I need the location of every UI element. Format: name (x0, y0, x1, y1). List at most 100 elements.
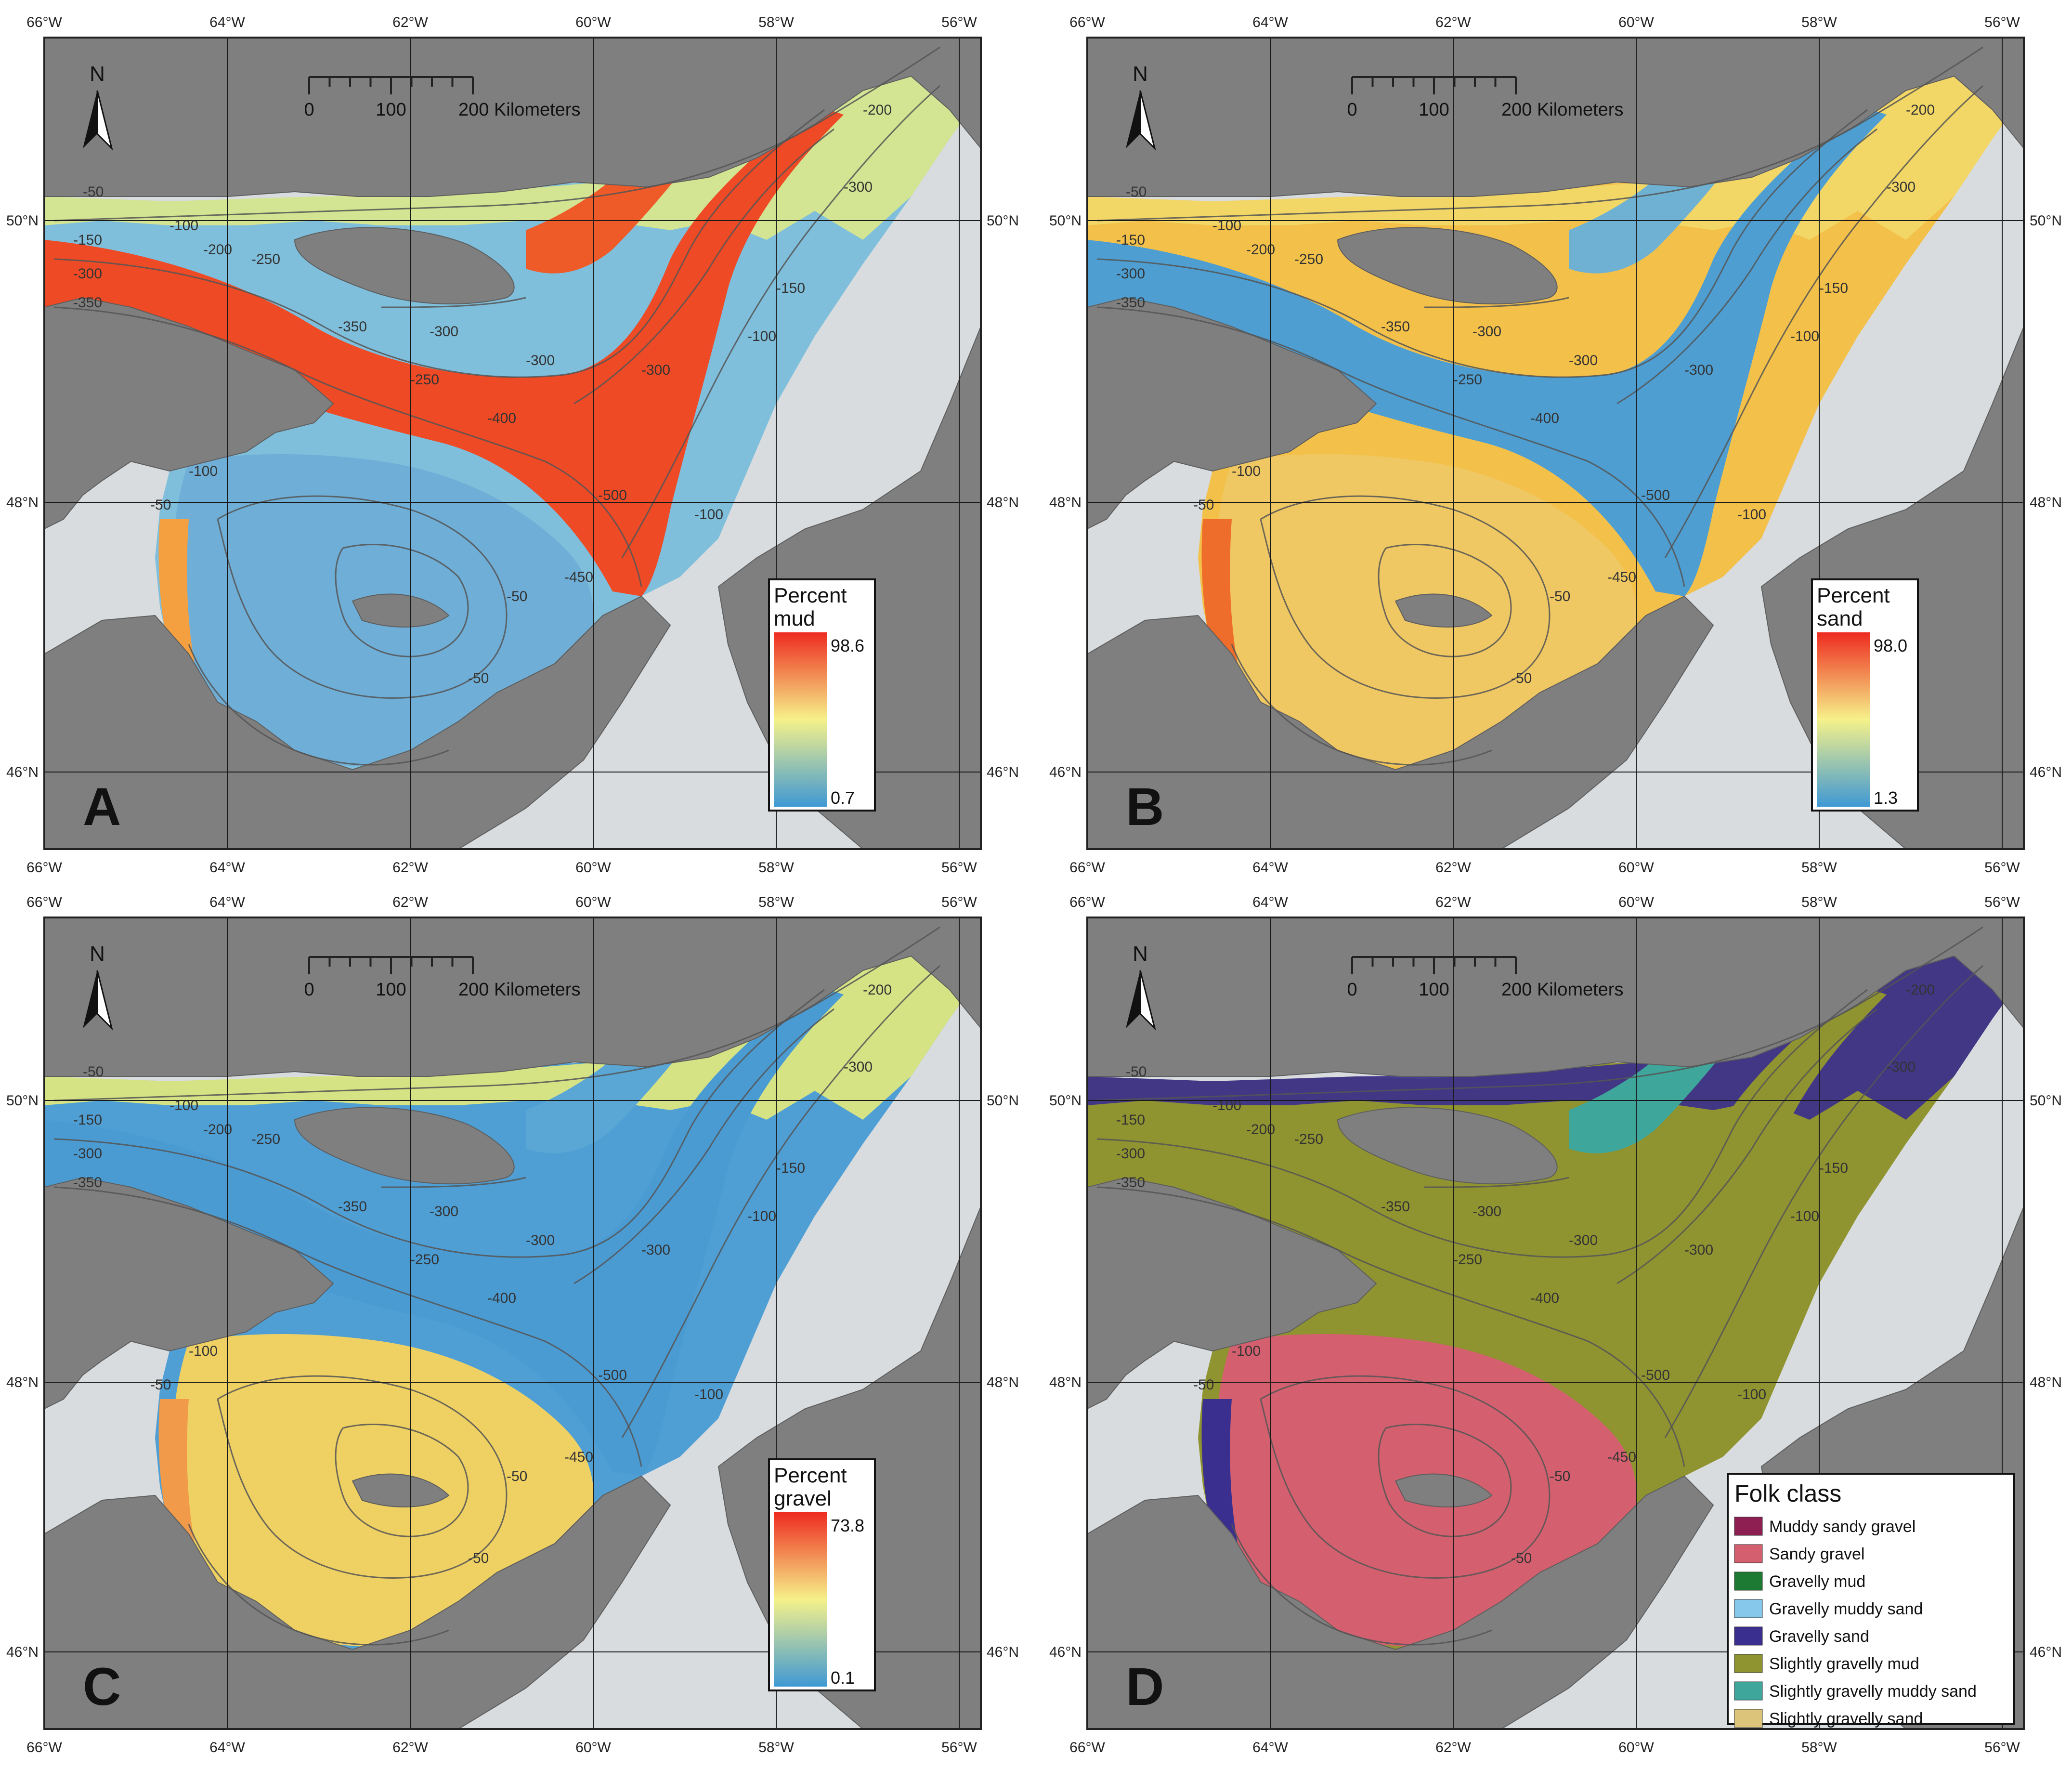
land-mass (44, 595, 671, 849)
contour-label: -300 (73, 266, 102, 282)
contour-label: -200 (1906, 982, 1935, 998)
contour-label: -50 (468, 670, 489, 686)
bathymetry-contour (217, 1375, 508, 1579)
latitude-label-left: 48°N (6, 495, 39, 511)
legend-min-value: 1.3 (1874, 788, 1898, 808)
bathymetry-contour (1096, 1186, 1685, 1467)
map-frame (43, 917, 982, 1730)
legend-swatch (1734, 1571, 1763, 1591)
contour-label: -200 (1906, 102, 1935, 118)
legend-swatch (1734, 1681, 1763, 1701)
latitude-label-left: 48°N (1049, 495, 1082, 511)
bathymetry-contour (1096, 989, 1868, 1258)
bathymetry-contour (1096, 926, 1983, 1101)
longitude-label-top: 58°W (1801, 14, 1837, 30)
longitude-label-top: 56°W (941, 14, 977, 30)
land-mass (44, 917, 981, 1077)
bathymetry-contour (1260, 495, 1551, 699)
land-mass (44, 38, 981, 197)
panel-letter: D (1126, 1657, 1164, 1716)
legend-swatch (1734, 1599, 1763, 1618)
contour-label: -50 (1550, 1468, 1570, 1484)
longitude-label-bottom: 60°W (1618, 1740, 1654, 1755)
longitude-label-bottom: 56°W (941, 860, 977, 876)
longitude-label-bottom: 62°W (392, 1740, 428, 1755)
longitude-label-bottom: 66°W (26, 860, 62, 876)
contour-label: -100 (1232, 463, 1261, 479)
north-arrow-left (1126, 91, 1140, 148)
longitude-label-top: 58°W (758, 14, 794, 30)
panel-letter: B (1126, 777, 1164, 837)
contour-label: -350 (1381, 319, 1410, 335)
bathymetry-contour (621, 85, 940, 558)
latitude-label-left: 46°N (6, 1644, 39, 1660)
bathymetry-contour (53, 926, 940, 1101)
contour-label: -250 (251, 1131, 280, 1147)
scale-label-100: 100 (376, 100, 406, 120)
contour-label: -300 (1569, 1232, 1598, 1248)
contour-label: -200 (863, 982, 892, 998)
land-mass (44, 1475, 671, 1729)
legend-class-label: Gravelly muddy sand (1769, 1600, 1923, 1618)
bathymetry-contour (573, 1008, 834, 1284)
north-arrow-icon: N (83, 942, 113, 1031)
map-frame (43, 37, 982, 850)
contour-label: -250 (1294, 251, 1323, 267)
longitude-label-top: 64°W (209, 14, 245, 30)
longitude-label-top: 56°W (1984, 14, 2020, 30)
longitude-label-top: 62°W (1435, 14, 1471, 30)
longitude-label-bottom: 58°W (1801, 1740, 1837, 1755)
contour-label: -200 (203, 1122, 232, 1138)
legend-color-ramp (1817, 632, 1870, 807)
bathymetry-contour (53, 306, 642, 587)
contour-label: -100 (1212, 218, 1241, 234)
scale-bar: 0 100 200 Kilometers (1347, 956, 1623, 1000)
legend-box: Folk class Muddy sandy gravel Sandy gravel… (1727, 1473, 2015, 1728)
longitude-label-top: 60°W (1618, 14, 1654, 30)
longitude-label-top: 66°W (1069, 14, 1105, 30)
scale-label-100: 100 (1419, 100, 1449, 120)
land-mass (352, 593, 450, 628)
contour-label: -100 (694, 507, 723, 523)
longitude-label-bottom: 56°W (1984, 1740, 2020, 1755)
bathymetry-contour (217, 495, 508, 699)
longitude-label-top: 62°W (392, 14, 428, 30)
contour-label: -300 (641, 362, 670, 378)
legend-class-label: Gravelly sand (1769, 1627, 1869, 1646)
contour-label: -50 (150, 1377, 171, 1393)
longitude-label-top: 56°W (941, 894, 977, 910)
contour-label: -100 (747, 328, 776, 344)
land-mass (1087, 297, 1377, 530)
contour-label: -50 (1511, 1550, 1532, 1566)
legend-swatch (1734, 1626, 1763, 1646)
land-mass (352, 1473, 450, 1507)
contour-label: -100 (189, 463, 218, 479)
north-arrow-icon: N (83, 62, 113, 151)
longitude-label-top: 66°W (1069, 894, 1105, 910)
scale-bar: 0 100 200 Kilometers (1347, 76, 1623, 120)
latitude-label-right: 50°N (987, 213, 1019, 229)
scale-label-200: 200 Kilometers (1501, 980, 1623, 1000)
land-mass (1337, 227, 1558, 305)
contour-label: -300 (1887, 1059, 1916, 1075)
latitude-label-left: 50°N (1049, 213, 1082, 229)
land-mass (1394, 593, 1493, 628)
legend-class-label: Slightly gravelly muddy sand (1769, 1682, 1977, 1701)
contour-label: -300 (1684, 362, 1713, 378)
contour-label: -300 (1116, 266, 1145, 282)
map-panel-a: -50 -100 -150 -200 -250 -300 -350 -350 -300 -300 -… (6, 14, 1019, 876)
bathymetry-contour (53, 989, 825, 1258)
north-label: N (1133, 62, 1148, 86)
laurentian-channel (1087, 105, 1887, 596)
bathymetry-contour (1664, 85, 1983, 558)
contour-label: -150 (1116, 1112, 1145, 1128)
latitude-label-right: 48°N (2030, 495, 2062, 511)
north-label: N (90, 62, 105, 86)
contour-label: -150 (776, 1160, 805, 1176)
longitude-label-top: 62°W (392, 894, 428, 910)
north-arrow-left (83, 91, 97, 148)
longitude-label-top: 64°W (209, 894, 245, 910)
scale-label-0: 0 (304, 100, 314, 120)
